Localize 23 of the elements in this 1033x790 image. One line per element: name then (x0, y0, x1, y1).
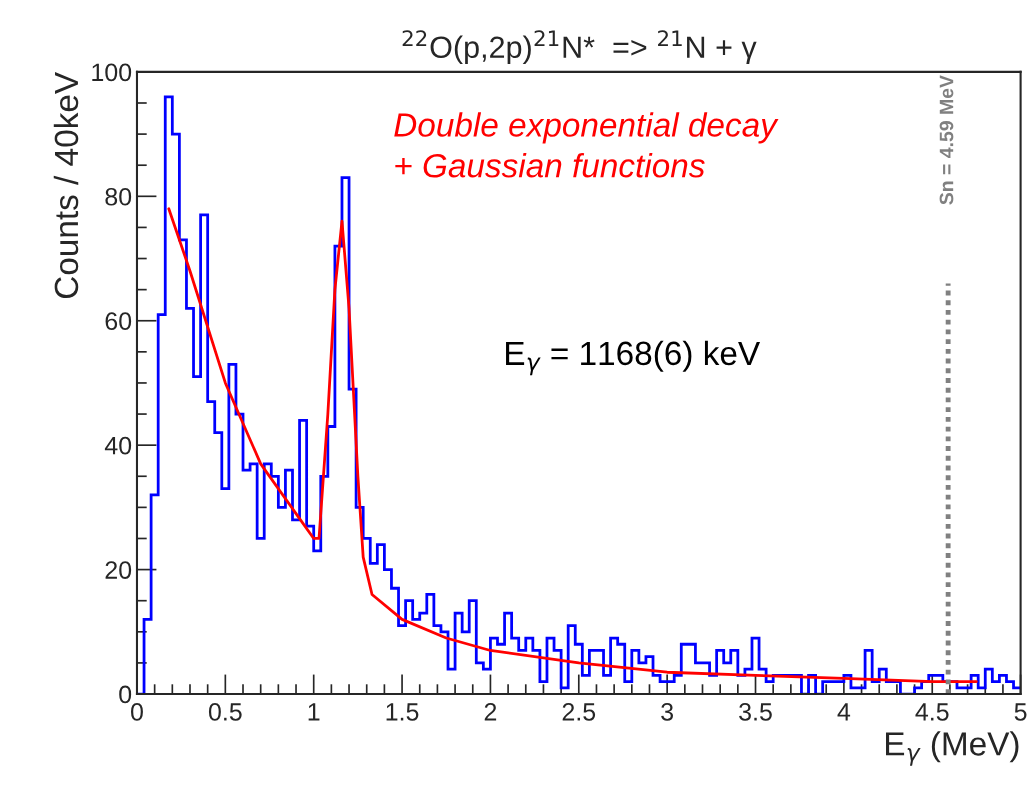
y-tick-label: 20 (105, 561, 132, 579)
x-axis-title: E$_{γ}$ (MeV) (886, 731, 1019, 766)
ref-line-label: Sn = 4.59 MeV (939, 75, 954, 205)
annotation: E$_{γ}$ = 1168(6) keV (506, 340, 761, 376)
x-tick-label: 2.5 (562, 703, 596, 721)
chart-title: $^{22}$O(p,2p)$^{21}$N* => $^{21}$N + γ (402, 30, 757, 65)
x-tick-label: 5 (1014, 703, 1027, 721)
y-tick-label: 80 (105, 187, 132, 206)
x-tick-label: 4 (837, 703, 851, 721)
x-tick-label: 3.5 (739, 703, 772, 721)
x-tick-label: 1 (308, 703, 320, 721)
x-tick-label: 0 (131, 703, 143, 721)
y-tick-label: 40 (104, 436, 132, 455)
x-tick-label: 1.5 (386, 703, 419, 721)
y-axis-title: Counts / 40keV (53, 72, 79, 299)
y-tick-label: 0 (119, 685, 132, 704)
x-tick-label: 2 (484, 703, 497, 721)
x-tick-label: 3 (661, 703, 674, 721)
x-tick-label: 0.5 (208, 703, 242, 721)
y-tick-label: 100 (92, 63, 132, 82)
y-tick-label: 60 (105, 312, 132, 331)
annotation: Double exponential decay + Gaussian functions (394, 112, 779, 178)
x-tick-label: 4.5 (915, 703, 949, 721)
